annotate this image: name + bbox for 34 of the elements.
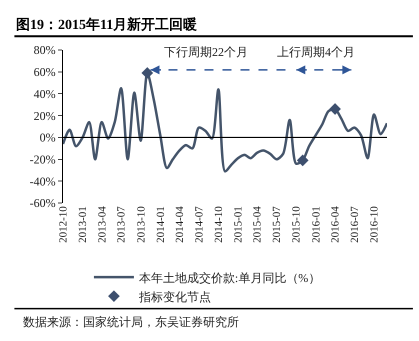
x-tick-label: 2013-10 [135, 206, 148, 243]
y-tick-label: -40% [30, 174, 56, 188]
annotation: 下行周期22个月 [164, 45, 248, 59]
legend-label: 指标变化节点 [138, 290, 211, 304]
annotation: 上行周期4个月 [277, 45, 355, 59]
y-tick-label: 40% [34, 86, 56, 101]
y-tick-label: 0% [40, 130, 56, 145]
x-tick-label: 2015-07 [271, 206, 284, 243]
x-tick-label: 2015-01 [232, 206, 245, 243]
point [329, 103, 341, 115]
x-tick-label: 2014-04 [174, 206, 186, 243]
y-tick-label: 20% [34, 108, 56, 123]
x-tick-label: 2016-10 [368, 206, 381, 243]
source-note: 数据来源：国家统计局，东吴证券研究所 [23, 315, 239, 329]
x-tick-label: 2012-10 [58, 206, 70, 243]
x-tick-label: 2016-01 [310, 206, 322, 243]
x-tick-label: 2014-07 [193, 206, 206, 243]
x-tick-label: 2016-07 [349, 206, 362, 243]
x-tick-label: 2013-07 [116, 206, 128, 243]
x-tick-label: 2016-04 [330, 206, 342, 243]
point [296, 154, 309, 166]
x-tick-label: 2015-10 [290, 206, 303, 243]
x-tick-label: 2013-01 [77, 206, 90, 243]
y-tick-label: -60% [30, 196, 56, 210]
x-tick-label: 2013-04 [96, 206, 108, 243]
y-tick-label: 60% [34, 65, 56, 80]
y-tick-label: -20% [30, 152, 56, 166]
legend-label: 本年土地成交价款:单月同比（%） [138, 270, 320, 285]
point [141, 67, 154, 79]
x-tick-label: 2014-01 [154, 206, 167, 243]
y-tick-label: 80% [34, 43, 56, 58]
chart-title: 图19：2015年11月新开工回暖 [16, 16, 198, 33]
x-tick-label: 2014-10 [212, 206, 225, 243]
x-tick-label: 2015-04 [252, 206, 264, 243]
